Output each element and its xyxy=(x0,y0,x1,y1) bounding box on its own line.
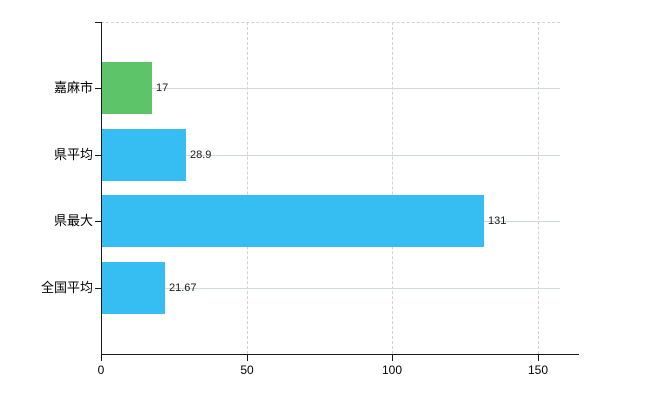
x-tick xyxy=(538,355,539,361)
category-label: 県平均 xyxy=(53,147,93,162)
x-tick-label: 150 xyxy=(527,363,549,377)
category-label: 県最大 xyxy=(53,213,93,228)
bar xyxy=(102,129,186,181)
x-tick-label: 50 xyxy=(240,363,254,377)
x-gridline xyxy=(538,22,539,354)
x-gridline xyxy=(392,22,393,354)
x-tick xyxy=(247,355,248,361)
x-axis-line xyxy=(101,354,579,355)
y-axis-line xyxy=(101,22,102,354)
y-tick xyxy=(95,155,101,156)
bar xyxy=(102,195,484,247)
bar xyxy=(102,262,165,314)
x-gridline xyxy=(247,22,248,354)
value-label: 17 xyxy=(156,82,169,94)
y-tick xyxy=(95,288,101,289)
value-label: 131 xyxy=(488,215,507,227)
x-tick-label: 0 xyxy=(97,363,105,377)
value-label: 28.9 xyxy=(190,149,212,161)
y-gridline xyxy=(101,88,560,89)
y-gridline xyxy=(101,288,560,289)
x-tick xyxy=(101,355,102,361)
value-label: 21.67 xyxy=(169,282,197,294)
x-tick-label: 100 xyxy=(381,363,403,377)
plot-top-border xyxy=(101,22,560,23)
y-gridline xyxy=(101,155,560,156)
y-tick xyxy=(95,221,101,222)
x-tick xyxy=(392,355,393,361)
y-tick xyxy=(95,88,101,89)
bar xyxy=(102,62,152,114)
y-axis-top-tick xyxy=(95,22,101,23)
category-label: 嘉麻市 xyxy=(53,80,93,95)
category-label: 全国平均 xyxy=(40,280,93,295)
